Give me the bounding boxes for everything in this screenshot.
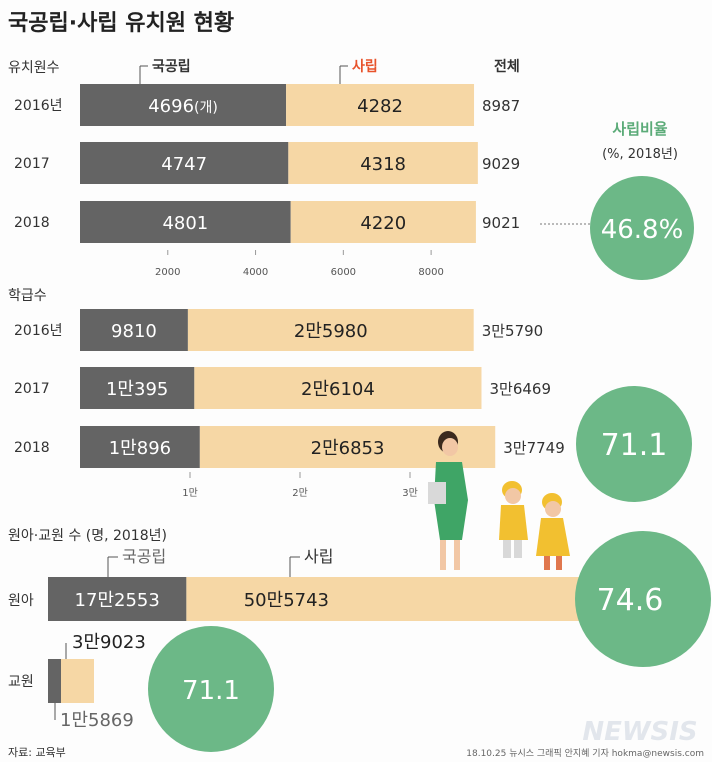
teachers-bar-private <box>61 659 94 703</box>
credit-text: 18.10.25 뉴시스 그래픽 안지혜 기자 hokma@newsis.com <box>466 747 704 759</box>
kg-tick-label: 4000 <box>243 267 268 278</box>
teachers-value-public: 1만5869 <box>60 710 134 731</box>
legend-public: 국공립 <box>152 59 191 75</box>
ratio-value-teachers: 71.1 <box>182 676 240 706</box>
cls-row-label: 2016년 <box>14 323 63 339</box>
section3-label: 원아·교원 수 (명, 2018년) <box>8 528 167 544</box>
cls-value-public: 1만896 <box>109 438 171 459</box>
kg-bar-private <box>288 142 478 184</box>
cls-bar-public <box>80 367 195 409</box>
cls-value-private: 2만5980 <box>294 321 368 342</box>
kg-value-private: 4220 <box>360 213 406 234</box>
ratio-value-kindergartens: 46.8% <box>601 215 684 245</box>
kg-row-label: 2017 <box>14 156 50 172</box>
teacher-illustration <box>428 431 468 570</box>
ratio-label: 사립비율 <box>612 120 667 138</box>
ratio-circle-teachers <box>148 626 274 752</box>
kg-row-label: 2018 <box>14 215 50 231</box>
cls-bar-public <box>80 426 200 468</box>
cls-tick-label: 3만 <box>402 487 418 499</box>
ratio-value-classes: 71.1 <box>601 428 668 463</box>
ratio-sublabel: (%, 2018년) <box>602 147 678 162</box>
watermark: NEWSIS <box>582 717 697 747</box>
teachers-bar-public <box>48 659 61 703</box>
children-bar-public <box>48 577 187 621</box>
kg-value-private: 4318 <box>360 154 406 175</box>
cls-total: 3만7749 <box>503 439 565 457</box>
cls-value-private: 2만6853 <box>311 438 385 459</box>
children-bar-private <box>186 577 592 621</box>
cls-bar-private <box>194 367 482 409</box>
legend-private: 사립 <box>352 59 378 75</box>
kg-total: 9021 <box>482 214 520 232</box>
kg-bar-public <box>80 84 287 126</box>
cls-value-public: 9810 <box>111 321 157 342</box>
kindergarten-bars: 2016년 4696(개) 4282 8987 2017 4747 4318 9029 2018… <box>14 84 520 243</box>
class-bars: 2016년 9810 2만5980 3만5790 2017 1만395 2만6104 3만64… <box>14 309 565 468</box>
children-public-label: 국공립 <box>122 547 166 566</box>
ratio-circle-children <box>575 531 711 667</box>
class-axis: 1만 2만 3만 <box>182 472 418 499</box>
children-row-label: 원아 <box>8 593 34 609</box>
kg-total: 9029 <box>482 155 520 173</box>
kg-unit-label: (개) <box>194 100 218 116</box>
children-value-public: 17만2553 <box>75 590 160 611</box>
teachers-row-label: 교원 <box>8 674 34 690</box>
kg-bar-private <box>290 201 476 243</box>
cls-row-label: 2017 <box>14 381 50 397</box>
cls-total: 3만6469 <box>489 380 551 398</box>
children-private-label: 사립 <box>304 547 333 566</box>
section1-label: 유치원수 <box>8 60 60 76</box>
kg-bar-public <box>80 142 289 184</box>
children-illustration <box>499 481 570 570</box>
kg-bar-private <box>286 84 475 126</box>
kindergarten-axis: 2000 4000 6000 8000 <box>155 250 444 278</box>
children-value-private: 50만5743 <box>244 590 329 611</box>
cls-tick-label: 1만 <box>182 487 198 499</box>
ratio-circle-classes <box>576 386 692 502</box>
kg-tick-label: 2000 <box>155 267 180 278</box>
source-text: 자료: 교육부 <box>8 746 66 759</box>
kg-value-public: 4801 <box>162 213 208 234</box>
children-teacher-bars: 원아 17만2553 50만5743 국공립 사립 74.6 교원 3만9023 1만5869 7… <box>8 531 711 752</box>
kg-bar-public <box>80 201 291 243</box>
ratio-value-children: 74.6 <box>597 583 664 618</box>
kg-tick-label: 8000 <box>418 267 443 278</box>
cls-row-label: 2018 <box>14 440 50 456</box>
teachers-value-private: 3만9023 <box>72 632 146 653</box>
ratio-circle-kindergartens <box>590 176 694 280</box>
section2-label: 학급수 <box>8 288 47 304</box>
chart-title: 국공립·사립 유치원 현황 <box>8 11 234 36</box>
cls-bar-private <box>187 309 474 351</box>
cls-value-public: 1만395 <box>106 379 168 400</box>
cls-tick-label: 2만 <box>292 487 308 499</box>
kg-value-public: 4696(개) <box>148 96 218 117</box>
kg-total: 8987 <box>482 97 520 115</box>
cls-total: 3만5790 <box>482 322 544 340</box>
cls-bar-public <box>80 309 188 351</box>
legend-total: 전체 <box>494 58 520 75</box>
cls-value-private: 2만6104 <box>301 379 375 400</box>
kg-row-label: 2016년 <box>14 98 63 114</box>
kg-tick-label: 6000 <box>331 267 356 278</box>
kg-value-private: 4282 <box>357 96 403 117</box>
kg-value-public: 4747 <box>161 154 207 175</box>
